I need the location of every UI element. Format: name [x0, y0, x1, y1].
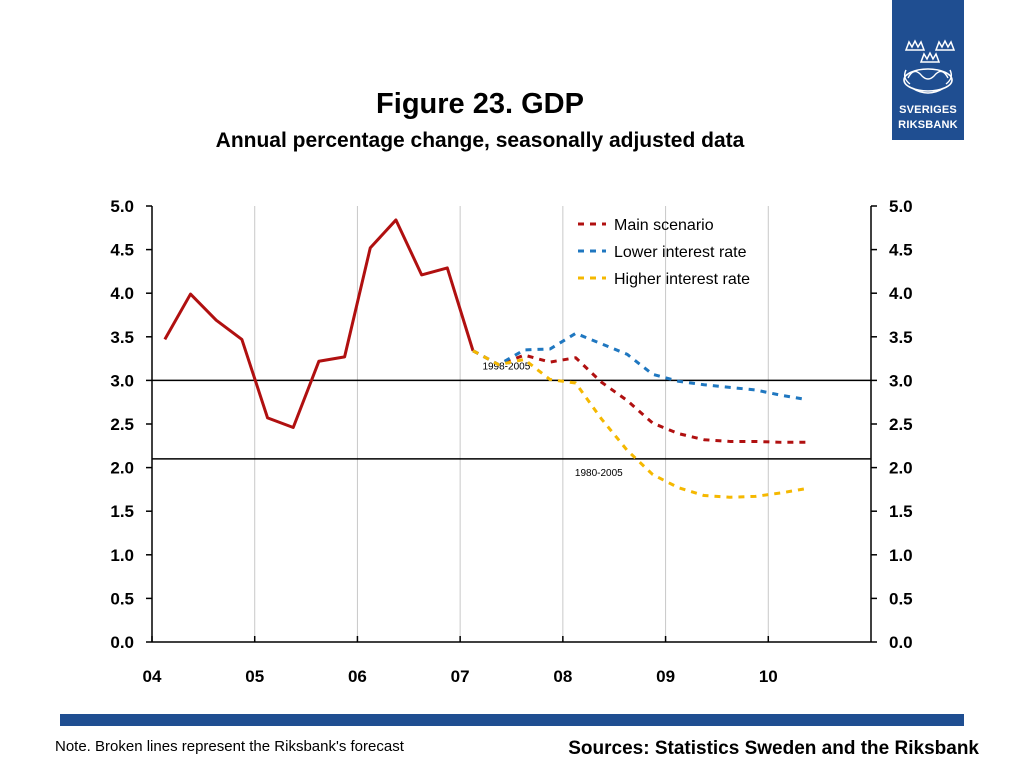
y-tick-label-right: 3.0 [889, 371, 913, 390]
y-tick-label-left: 4.0 [110, 284, 134, 303]
legend-label: Main scenario [614, 217, 714, 234]
y-tick-label-left: 2.5 [110, 415, 134, 434]
y-tick-label-right: 4.5 [889, 241, 913, 260]
y-tick-label-left: 3.5 [110, 328, 134, 347]
y-tick-label-right: 1.0 [889, 546, 913, 565]
series-line-3 [472, 349, 808, 499]
x-tick-label: 08 [553, 667, 572, 686]
y-tick-label-left: 1.5 [110, 502, 134, 521]
page-title: Figure 23. GDP [376, 88, 584, 120]
y-tick-label-left: 0.0 [110, 633, 134, 652]
reference-line-label: 1980-2005 [575, 468, 623, 479]
y-tick-label-right: 3.5 [889, 328, 913, 347]
legend-label: Lower interest rate [614, 244, 747, 261]
y-tick-label-left: 2.0 [110, 459, 134, 478]
y-tick-label-left: 1.0 [110, 546, 134, 565]
series-line-2 [472, 331, 808, 402]
footer-banner [60, 714, 964, 726]
y-tick-label-right: 4.0 [889, 284, 913, 303]
y-tick-label-left: 3.0 [110, 371, 134, 390]
reference-line-label: 1998-2005 [482, 361, 530, 372]
x-tick-label: 06 [348, 667, 367, 686]
y-tick-label-right: 1.5 [889, 502, 913, 521]
y-tick-label-right: 0.5 [889, 589, 913, 608]
y-tick-label-left: 4.5 [110, 241, 134, 260]
page-subtitle: Annual percentage change, seasonally adj… [215, 129, 745, 152]
y-tick-label-right: 2.5 [889, 415, 913, 434]
series-line-1 [472, 349, 807, 444]
sources-text: Sources: Statistics Sweden and the Riksb… [568, 738, 979, 759]
legend-label: Higher interest rate [614, 271, 750, 288]
logo-line-2: RIKSBANK [898, 119, 958, 131]
series-line-actual [163, 218, 475, 429]
y-tick-label-right: 2.0 [889, 459, 913, 478]
y-tick-label-left: 0.5 [110, 589, 134, 608]
riksbank-logo: SVERIGES RIKSBANK [892, 0, 964, 140]
x-tick-label: 04 [143, 667, 162, 686]
x-tick-label: 09 [656, 667, 675, 686]
x-tick-label: 07 [451, 667, 470, 686]
logo-line-1: SVERIGES [899, 104, 957, 116]
crown-emblem-icon [903, 39, 956, 94]
y-tick-label-right: 0.0 [889, 633, 913, 652]
x-tick-label: 05 [245, 667, 264, 686]
y-tick-label-left: 5.0 [110, 197, 134, 216]
gdp-line-chart: 04 05 06 07 08 09 10 0.0 0.0 0.5 0.5 1.0 1.0 1.5 1.5 2.… [110, 197, 913, 686]
x-tick-label: 10 [759, 667, 778, 686]
y-tick-label-right: 5.0 [889, 197, 913, 216]
forecast-note: Note. Broken lines represent the Riksban… [55, 738, 404, 755]
